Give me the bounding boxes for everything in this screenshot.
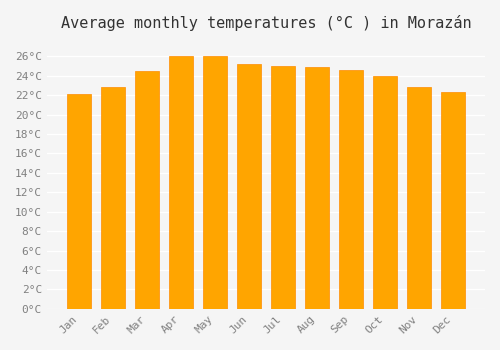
Bar [135,71,158,309]
Bar [305,67,329,309]
Bar [237,64,261,309]
Bar [169,56,192,309]
Bar [203,56,227,309]
Bar [407,86,431,309]
Bar [67,94,90,309]
Bar [373,76,397,309]
Bar [339,70,363,309]
Bar [271,66,295,309]
Bar [101,86,124,309]
Bar [442,92,465,309]
Title: Average monthly temperatures (°C ) in Morazán: Average monthly temperatures (°C ) in Mo… [60,15,471,31]
